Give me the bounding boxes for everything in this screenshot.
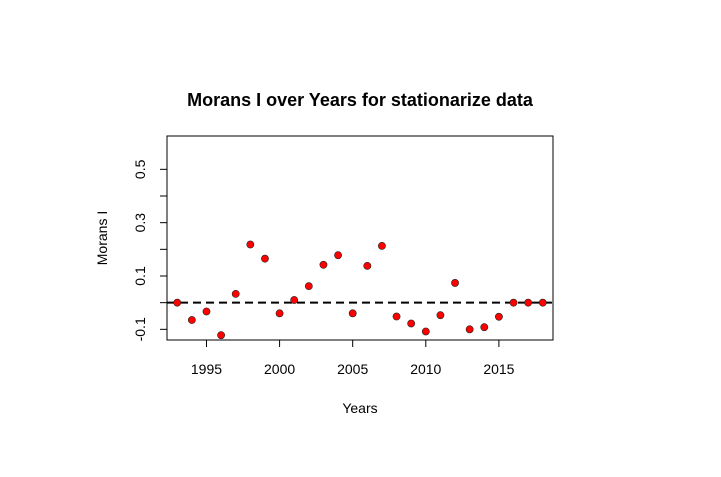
- data-point: [378, 241, 386, 250]
- y-tick-label: -0.1: [132, 317, 148, 341]
- plot-frame: [166, 135, 554, 341]
- data-point: [480, 323, 489, 332]
- data-point: [275, 309, 284, 318]
- data-points: [173, 240, 547, 340]
- x-tick-label: 2000: [264, 361, 295, 377]
- x-tick-label: 2015: [483, 361, 514, 377]
- data-point: [319, 260, 328, 269]
- y-axis-label: Morans I: [94, 211, 110, 265]
- data-point: [407, 319, 416, 328]
- x-tick-label: 2010: [410, 361, 441, 377]
- y-tick-label: 0.3: [132, 213, 148, 233]
- data-point: [436, 311, 445, 320]
- x-axis-label: Years: [342, 400, 377, 416]
- chart-title: Morans I over Years for stationarize dat…: [187, 90, 534, 110]
- data-point: [217, 331, 225, 340]
- x-axis: 1995 2000 2005 2010 2015: [191, 339, 515, 377]
- data-point: [187, 316, 196, 324]
- data-point: [231, 289, 240, 298]
- data-point: [538, 298, 547, 307]
- data-point: [173, 298, 182, 307]
- data-point: [451, 279, 459, 287]
- data-point: [304, 282, 313, 291]
- data-point: [524, 298, 533, 307]
- data-point: [421, 327, 430, 336]
- y-tick-label: 0.1: [132, 266, 148, 286]
- x-tick-label: 2005: [337, 361, 368, 377]
- data-point: [202, 307, 211, 316]
- data-point: [363, 261, 372, 270]
- data-point: [465, 325, 474, 334]
- data-point: [246, 240, 255, 249]
- data-point: [495, 312, 503, 321]
- data-point: [348, 309, 357, 318]
- y-axis: -0.1 0.1 0.3 0.5: [132, 159, 168, 341]
- x-tick-label: 1995: [191, 361, 222, 377]
- data-point: [261, 254, 269, 263]
- y-tick-label: 0.5: [132, 159, 148, 179]
- data-point: [392, 312, 401, 321]
- data-point: [509, 298, 518, 307]
- data-point: [334, 251, 342, 260]
- data-point: [290, 296, 299, 304]
